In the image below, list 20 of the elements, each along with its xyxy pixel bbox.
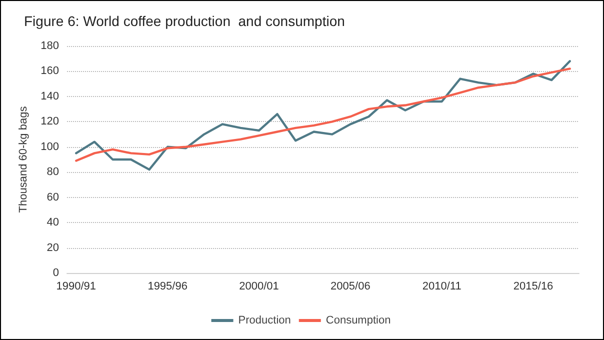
x-tick-label: 2010/11	[422, 280, 462, 292]
legend-label: Production	[238, 314, 291, 326]
y-tick-label: 40	[46, 216, 59, 229]
legend-label: Consumption	[326, 314, 391, 326]
y-tick-label: 160	[40, 65, 59, 78]
y-tick-label: 60	[46, 191, 59, 204]
y-tick-label: 180	[40, 40, 59, 52]
x-tick-label: 1990/91	[56, 280, 96, 292]
y-tick-label: 140	[40, 90, 59, 102]
x-tick-label: 2000/01	[239, 280, 279, 292]
y-tick-label: 120	[40, 116, 59, 128]
y-tick-label: 100	[40, 140, 59, 153]
chart-title: Figure 6: World coffee production and consumption	[24, 13, 345, 29]
x-tick-label: 2005/06	[330, 280, 370, 292]
x-tick-label: 2015/16	[513, 280, 554, 292]
y-tick-label: 0	[52, 267, 59, 279]
x-tick-label: 1995/96	[148, 280, 188, 292]
y-tick-label: 80	[46, 166, 59, 178]
y-axis-title: Thousand 60-kg bags	[18, 106, 30, 213]
y-tick-label: 20	[46, 242, 59, 254]
